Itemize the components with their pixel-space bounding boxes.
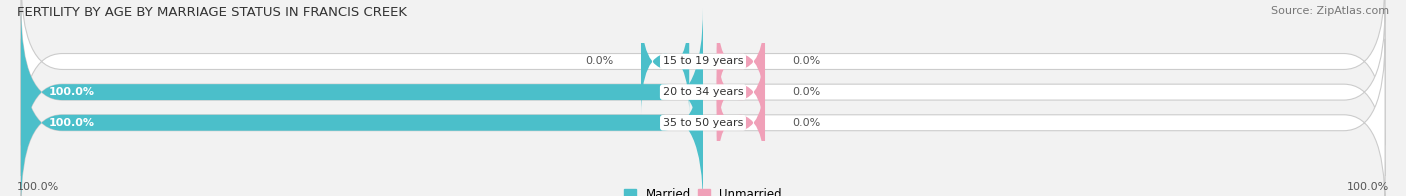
Text: 15 to 19 years: 15 to 19 years	[662, 56, 744, 66]
Text: FERTILITY BY AGE BY MARRIAGE STATUS IN FRANCIS CREEK: FERTILITY BY AGE BY MARRIAGE STATUS IN F…	[17, 6, 406, 19]
FancyBboxPatch shape	[717, 69, 765, 176]
FancyBboxPatch shape	[641, 8, 689, 115]
FancyBboxPatch shape	[21, 8, 1385, 176]
FancyBboxPatch shape	[21, 39, 1385, 196]
FancyBboxPatch shape	[717, 8, 765, 115]
Text: 100.0%: 100.0%	[48, 118, 94, 128]
Text: 0.0%: 0.0%	[793, 118, 821, 128]
FancyBboxPatch shape	[21, 39, 703, 196]
Text: 100.0%: 100.0%	[17, 182, 59, 192]
Text: Source: ZipAtlas.com: Source: ZipAtlas.com	[1271, 6, 1389, 16]
Text: 0.0%: 0.0%	[793, 56, 821, 66]
Text: 0.0%: 0.0%	[793, 87, 821, 97]
Text: 0.0%: 0.0%	[585, 56, 613, 66]
FancyBboxPatch shape	[21, 0, 1385, 145]
FancyBboxPatch shape	[21, 8, 703, 176]
Text: 100.0%: 100.0%	[48, 87, 94, 97]
Text: 35 to 50 years: 35 to 50 years	[662, 118, 744, 128]
Legend: Married, Unmarried: Married, Unmarried	[620, 183, 786, 196]
FancyBboxPatch shape	[717, 39, 765, 145]
Text: 20 to 34 years: 20 to 34 years	[662, 87, 744, 97]
Text: 100.0%: 100.0%	[1347, 182, 1389, 192]
